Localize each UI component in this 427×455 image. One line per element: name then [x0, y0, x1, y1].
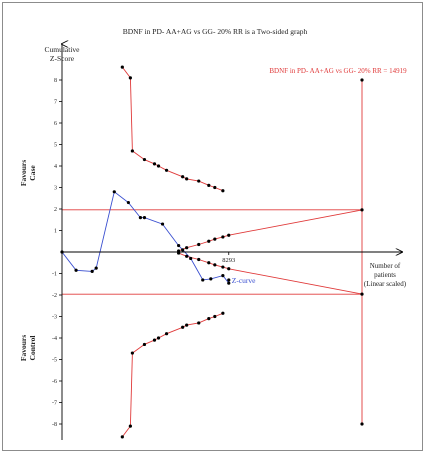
y-tick-label: -5 [52, 358, 57, 364]
favours-case-label-line2: Case [28, 165, 37, 181]
benefit-boundary-upper-point [197, 179, 201, 183]
y-tick-label: -7 [52, 401, 57, 407]
benefit-boundary-upper-point [221, 189, 225, 193]
futility-boundary-lower-point [213, 263, 217, 267]
y-tick-label: 8 [54, 78, 57, 84]
chart-frame [2, 2, 423, 451]
y-tick-label: 2 [54, 207, 57, 213]
y-tick-label: 1 [54, 229, 57, 235]
y-tick-label: 5 [54, 143, 57, 149]
z-curve-point [160, 222, 165, 226]
benefit-boundary-lower-point [142, 342, 147, 347]
y-tick-label: 7 [54, 100, 57, 106]
z-curve-label: Z-curve [232, 276, 256, 285]
benefit-boundary-upper-point [185, 177, 189, 181]
y-tick-label: 3 [54, 186, 57, 192]
futility-boundary-upper-point [221, 235, 225, 239]
futility-boundary-lower-point [207, 261, 211, 265]
z-curve-point [126, 200, 130, 205]
benefit-boundary-lower-point [207, 317, 211, 321]
benefit-boundary-upper-line [121, 66, 224, 192]
x-tick-label-8293: 8293 [222, 257, 235, 264]
benefit-boundary-lower-point [120, 435, 124, 439]
futility-boundary-lower-point [197, 257, 201, 262]
benefit-boundary-lower-point [128, 424, 132, 428]
benefit-boundary-lower-point [156, 336, 161, 340]
z-curve-point [74, 268, 78, 272]
favours-control-label-line2: Control [28, 336, 37, 361]
ris-label: BDNF in PD- AA+AG vs GG- 20% RR = 14919 [269, 67, 407, 75]
futility-boundary-upper-point [227, 233, 231, 237]
futility-boundary-lower-point [185, 254, 189, 258]
y-tick-label: -2 [52, 293, 57, 299]
futility-boundary-upper-point [197, 242, 201, 247]
benefit-boundary-lower-point [221, 311, 225, 315]
z-curve-point [209, 277, 213, 281]
z-curve-point [177, 243, 181, 248]
y-tick-label: -8 [52, 422, 57, 428]
chart-title: BDNF in PD- AA+AG vs GG- 20% RR is a Two… [123, 27, 308, 36]
y-tick-label: -6 [52, 379, 57, 385]
z-curve-point [94, 266, 98, 270]
x-axis-label-line1: Number of [370, 262, 401, 270]
y-tick-label: 6 [54, 121, 57, 127]
benefit-boundary-lower-point [130, 351, 134, 355]
benefit-boundary-upper-point [181, 175, 185, 179]
x-axis-label-line3: (Linear scaled) [364, 280, 407, 288]
futility-boundary-upper-point [207, 239, 211, 243]
x-axis-label-line2: patients [374, 271, 396, 279]
favours-case-label-line1: Favours [19, 160, 28, 186]
z-curve-point [189, 256, 193, 261]
futility-boundary-lower-point [221, 265, 225, 269]
benefit-boundary-upper-point [152, 162, 157, 166]
z-curve-point [227, 281, 231, 285]
benefit-boundary-upper-point [213, 185, 217, 190]
z-curve-point [90, 269, 94, 273]
benefit-boundary-upper-point [156, 164, 161, 168]
z-curve-point [181, 248, 185, 252]
benefit-boundary-lower-point [197, 321, 201, 325]
z-curve-point [221, 274, 225, 278]
z-curve-point [142, 216, 147, 220]
benefit-boundary-lower-point [152, 338, 157, 342]
benefit-boundary-upper-point [130, 149, 134, 153]
benefit-boundary-lower-point [213, 314, 217, 319]
ris-line-point [360, 78, 364, 82]
benefit-boundary-upper-point [120, 65, 124, 69]
benefit-boundary-lower-line [121, 312, 224, 438]
y-tick-label: -4 [52, 336, 57, 342]
futility-boundary-upper-point [185, 246, 189, 250]
futility-boundary-upper-point [360, 208, 364, 212]
benefit-boundary-upper-point [207, 183, 211, 187]
z-curve-point [201, 278, 205, 282]
benefit-boundary-upper-point [164, 168, 169, 172]
y-tick-label: -3 [52, 315, 57, 321]
favours-control-label-line1: Favours [19, 335, 28, 361]
y-tick-label: 4 [54, 164, 57, 170]
z-curve-point [138, 216, 143, 220]
z-curve-line [61, 191, 230, 285]
axes [62, 44, 402, 440]
benefit-boundary-lower-point [185, 323, 189, 327]
benefit-boundary-lower-point [181, 325, 185, 329]
benefit-boundary-upper-point [142, 157, 147, 162]
series-points [60, 65, 364, 439]
futility-boundary-lower-point [227, 267, 231, 271]
y-ticks: 8 7 6 5 4 3 2 1 -1 -2 -3 -4 -5 -6 -7 -8 [52, 78, 62, 428]
z-curve-point [112, 190, 116, 194]
futility-boundary-lower-line [178, 252, 363, 295]
y-tick-label: -1 [52, 272, 57, 278]
futility-boundary-upper-point [213, 237, 217, 241]
ris-line-point [360, 422, 364, 426]
benefit-boundary-upper-point [128, 76, 132, 80]
benefit-boundary-lower-point [164, 332, 169, 336]
z-curve-point [227, 278, 231, 282]
futility-boundary-lower-point [360, 292, 364, 296]
futility-boundary-upper-line [178, 209, 363, 252]
